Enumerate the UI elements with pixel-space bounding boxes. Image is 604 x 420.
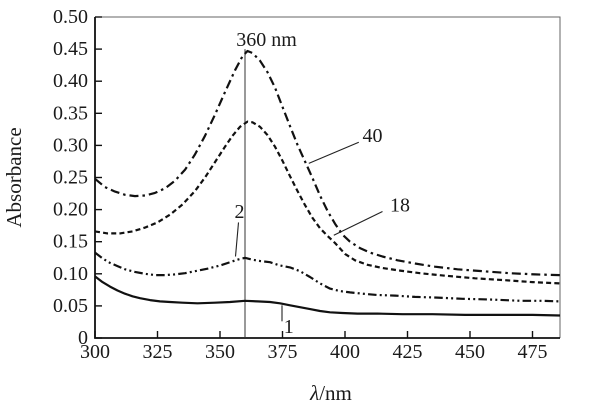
plot-frame (95, 16, 561, 338)
curve-2 (94, 251, 561, 303)
x-tick-label: 350 (205, 341, 235, 363)
y-tick-label: 0 (78, 327, 88, 349)
annotation-40: 40 (363, 125, 383, 147)
x-tick-label: 325 (143, 341, 173, 363)
leader-line-18 (333, 211, 383, 236)
y-tick-label: 0.35 (53, 102, 88, 124)
y-tick-label: 0.20 (53, 199, 88, 221)
axes (94, 17, 560, 339)
y-tick-label: 0.45 (53, 38, 88, 60)
curve-1 (94, 275, 561, 317)
x-axis-title: λ/nm (309, 381, 352, 405)
annotation-18: 18 (390, 195, 410, 217)
x-tick-label: 425 (393, 341, 423, 363)
curve-40 (94, 49, 561, 277)
x-axis-title-unit: /nm (319, 381, 352, 405)
x-tick-label: 450 (455, 341, 485, 363)
x-tick-label: 475 (518, 341, 548, 363)
y-tick-label: 0.50 (53, 6, 88, 28)
y-axis-title: Absorbance (2, 127, 26, 227)
y-tick-label: 0.40 (53, 70, 88, 92)
leader-line-40 (308, 141, 360, 164)
x-axis-title-symbol: λ (309, 381, 319, 405)
y-tick-label: 0.05 (53, 295, 88, 317)
curve-18 (94, 120, 561, 285)
annotation-1: 1 (284, 316, 294, 338)
y-tick-label: 0.25 (53, 167, 88, 189)
y-tick-label: 0.30 (53, 134, 88, 156)
x-tick-label: 400 (330, 341, 360, 363)
y-tick-label: 0.15 (53, 231, 88, 253)
marker-label-360: 360 nm (236, 29, 297, 51)
x-tick-label: 375 (268, 341, 298, 363)
leader-line-2 (234, 222, 240, 257)
y-tick-label: 0.10 (53, 263, 88, 285)
x-tick-label: 300 (80, 341, 110, 363)
annotation-2: 2 (235, 201, 245, 223)
